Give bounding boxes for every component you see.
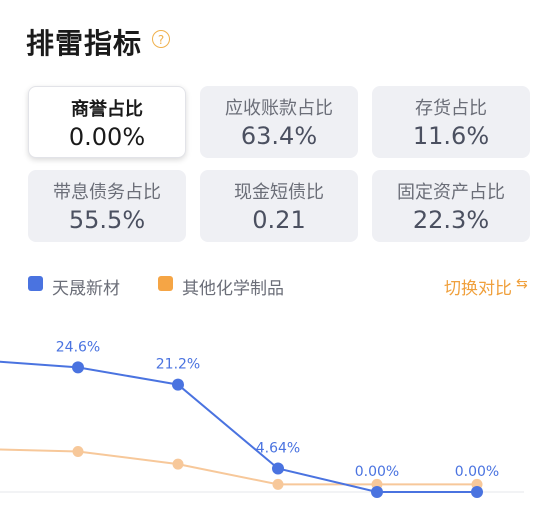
- data-point-company[interactable]: [172, 378, 184, 391]
- metric-card-fixed-assets[interactable]: 固定资产占比 22.3%: [372, 170, 530, 242]
- legend-swatch-company: [28, 276, 43, 291]
- series-line-industry: [0, 448, 477, 486]
- metric-value: 0.00%: [68, 123, 146, 151]
- metric-label: 现金短债比: [234, 182, 324, 203]
- metric-card-inventory[interactable]: 存货占比 11.6%: [372, 86, 530, 158]
- legend-label-industry: 其他化学制品: [182, 279, 284, 299]
- metric-value: 11.6%: [412, 122, 490, 150]
- data-point-industry[interactable]: [172, 458, 184, 470]
- metric-card-receivables[interactable]: 应收账款占比 63.4%: [200, 86, 358, 158]
- metric-value: 63.4%: [240, 122, 318, 150]
- metric-label: 固定资产占比: [397, 182, 505, 203]
- toggle-compare-icon[interactable]: ⇆: [516, 276, 528, 292]
- data-point-company[interactable]: [371, 486, 383, 498]
- metric-label: 带息债务占比: [53, 182, 161, 203]
- metric-card-cash-short-debt[interactable]: 现金短债比 0.21: [200, 170, 358, 242]
- data-point-industry[interactable]: [72, 445, 84, 457]
- data-label: 4.64%: [256, 440, 300, 456]
- metric-label: 应收账款占比: [225, 98, 333, 119]
- legend-label-company: 天晟新材: [52, 279, 120, 299]
- data-point-company[interactable]: [272, 462, 284, 475]
- line-chart: 24.6% 21.2% 4.64% 0.00% 0.00%: [0, 339, 524, 498]
- switch-compare-button[interactable]: 切换对比: [444, 279, 512, 299]
- data-label: 0.00%: [355, 464, 399, 480]
- page-title: 排雷指标: [26, 27, 143, 60]
- metric-value: 0.21: [252, 206, 306, 234]
- data-point-company[interactable]: [471, 486, 483, 498]
- metric-card-goodwill[interactable]: 商誉占比 0.00%: [28, 86, 186, 158]
- data-label: 0.00%: [455, 464, 499, 480]
- metric-value: 22.3%: [412, 206, 490, 234]
- series-line-company: [0, 360, 477, 493]
- metric-label: 存货占比: [415, 98, 487, 119]
- metric-label: 商誉占比: [71, 99, 143, 120]
- data-label: 21.2%: [156, 357, 200, 373]
- data-label: 24.6%: [56, 339, 100, 355]
- data-point-company[interactable]: [72, 361, 84, 374]
- data-point-industry[interactable]: [272, 478, 284, 490]
- metric-value: 55.5%: [68, 206, 146, 234]
- question-circle-icon[interactable]: ?: [152, 30, 170, 48]
- legend-swatch-industry: [158, 276, 173, 291]
- metric-card-interest-debt[interactable]: 带息债务占比 55.5%: [28, 170, 186, 242]
